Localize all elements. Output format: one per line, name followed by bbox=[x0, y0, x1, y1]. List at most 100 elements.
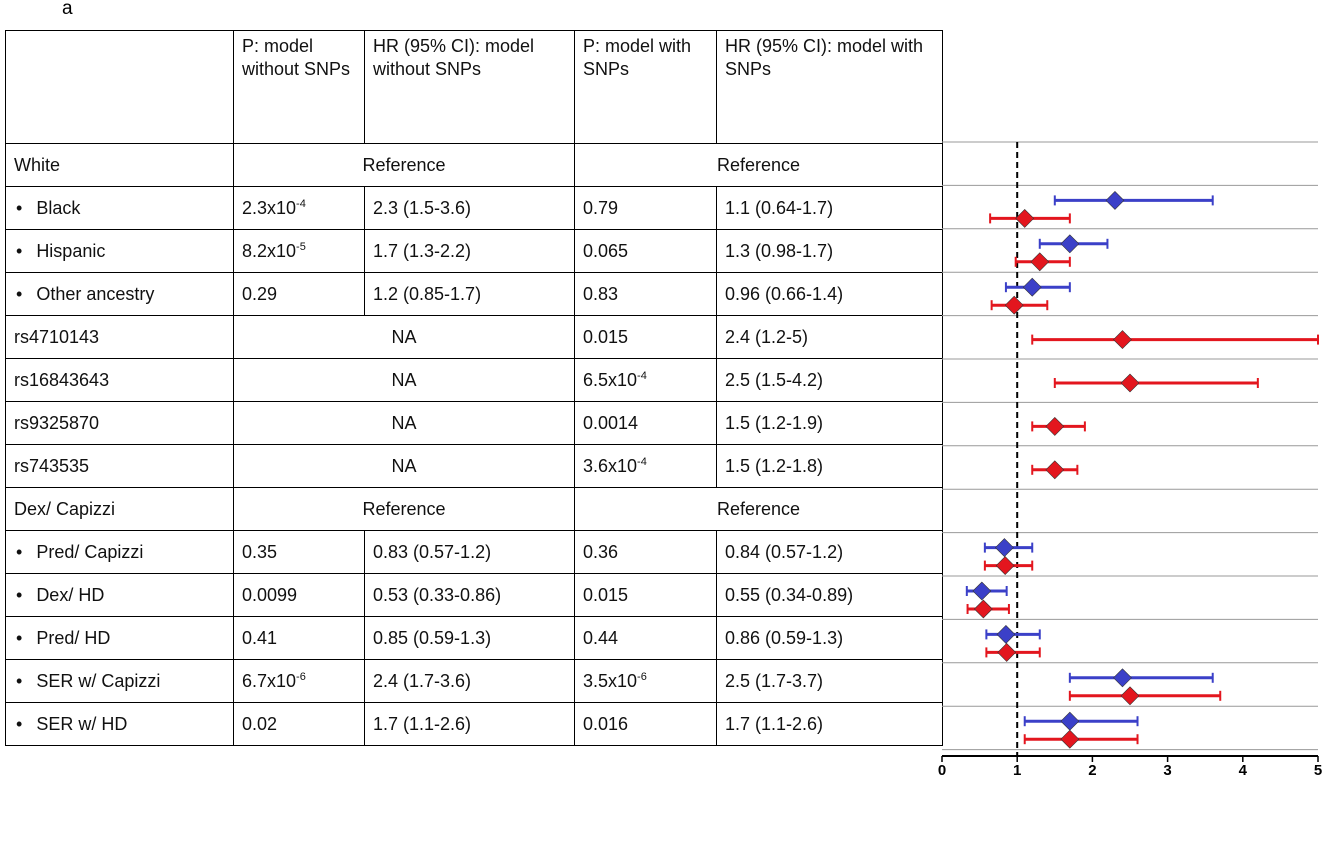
x-tick-label: 3 bbox=[1163, 762, 1171, 779]
table-cell: 1.7 (1.1-2.6) bbox=[716, 702, 943, 746]
point-estimate bbox=[1060, 234, 1080, 254]
point-estimate bbox=[1045, 460, 1065, 480]
table-cell: 2.3 (1.5-3.6) bbox=[364, 186, 575, 230]
table-cell: 1.1 (0.64-1.7) bbox=[716, 186, 943, 230]
superscript: -6 bbox=[637, 670, 647, 683]
point-estimate bbox=[1060, 729, 1080, 749]
cell-text: 2.3x10 bbox=[242, 197, 297, 218]
row-label: rs16843643 bbox=[5, 358, 234, 402]
point-estimate bbox=[994, 538, 1014, 558]
row-label: White bbox=[5, 143, 234, 187]
x-tick-label: 0 bbox=[938, 762, 946, 779]
row-label: Dex/ HD bbox=[5, 573, 234, 617]
point-estimate bbox=[1120, 373, 1140, 393]
x-tick-label: 2 bbox=[1088, 762, 1096, 779]
table-cell: 2.4 (1.2-5) bbox=[716, 315, 943, 359]
table-cell: 6.7x10-6 bbox=[233, 659, 365, 703]
table-cell: 3.6x10-4 bbox=[574, 444, 717, 488]
point-estimate bbox=[1015, 208, 1035, 228]
table-cell: 0.016 bbox=[574, 702, 717, 746]
table-cell: Reference bbox=[233, 143, 575, 187]
table-row: Dex/ Capizzi Reference Reference bbox=[5, 487, 943, 531]
row-label: SER w/ Capizzi bbox=[5, 659, 234, 703]
point-estimate bbox=[972, 581, 992, 601]
cell-text: 6.5x10 bbox=[583, 369, 638, 390]
cell-text: 3.5x10 bbox=[583, 670, 638, 691]
table-cell: 1.5 (1.2-1.9) bbox=[716, 401, 943, 445]
cell-text: 3.6x10 bbox=[583, 455, 638, 476]
point-estimate bbox=[1045, 416, 1065, 436]
table-cell: 2.5 (1.7-3.7) bbox=[716, 659, 943, 703]
x-tick-label: 5 bbox=[1314, 762, 1322, 779]
table-cell: 0.53 (0.33-0.86) bbox=[364, 573, 575, 617]
table-cell: NA bbox=[233, 315, 575, 359]
table-cell: 0.83 (0.57-1.2) bbox=[364, 530, 575, 574]
row-label: Black bbox=[5, 186, 234, 230]
panel-label: a bbox=[62, 0, 73, 19]
table-cell: 0.96 (0.66-1.4) bbox=[716, 272, 943, 316]
table-cell: 2.5 (1.5-4.2) bbox=[716, 358, 943, 402]
table-cell: 0.29 bbox=[233, 272, 365, 316]
point-estimate bbox=[1060, 711, 1080, 731]
point-estimate bbox=[1105, 190, 1125, 210]
row-label: Hispanic bbox=[5, 229, 234, 273]
header-cell: HR (95% CI): model with SNPs bbox=[716, 30, 943, 144]
header-cell: HR (95% CI): model without SNPs bbox=[364, 30, 575, 144]
point-estimate bbox=[1022, 277, 1042, 297]
table-cell: 0.02 bbox=[233, 702, 365, 746]
table-cell: 0.35 bbox=[233, 530, 365, 574]
table-row: White Reference Reference bbox=[5, 143, 943, 187]
header-cell: P: model with SNPs bbox=[574, 30, 717, 144]
table-cell: Reference bbox=[233, 487, 575, 531]
x-tick-label: 4 bbox=[1239, 762, 1248, 779]
superscript: -6 bbox=[296, 670, 306, 683]
point-estimate bbox=[1120, 686, 1140, 706]
header-row: P: model without SNPs HR (95% CI): model … bbox=[5, 30, 943, 144]
table-cell: Reference bbox=[574, 487, 943, 531]
row-label: Other ancestry bbox=[5, 272, 234, 316]
table-cell: 0.015 bbox=[574, 573, 717, 617]
point-estimate bbox=[1113, 330, 1132, 350]
table-cell: Reference bbox=[574, 143, 943, 187]
point-estimate bbox=[973, 599, 993, 619]
point-estimate bbox=[1113, 668, 1132, 688]
table-row: rs16843643 NA 6.5x10-4 2.5 (1.5-4.2) bbox=[5, 358, 943, 402]
table-cell: 3.5x10-6 bbox=[574, 659, 717, 703]
table-cell: NA bbox=[233, 401, 575, 445]
row-label: rs4710143 bbox=[5, 315, 234, 359]
table-cell: NA bbox=[233, 358, 575, 402]
point-estimate bbox=[997, 642, 1017, 662]
table-cell: 6.5x10-4 bbox=[574, 358, 717, 402]
table-row: rs743535 NA 3.6x10-4 1.5 (1.2-1.8) bbox=[5, 444, 943, 488]
superscript: -5 bbox=[296, 240, 306, 253]
point-estimate bbox=[1030, 252, 1050, 272]
superscript: -4 bbox=[637, 369, 647, 382]
table-cell: 8.2x10-5 bbox=[233, 229, 365, 273]
superscript: -4 bbox=[296, 197, 306, 210]
table-cell: 0.015 bbox=[574, 315, 717, 359]
table-cell: 0.85 (0.59-1.3) bbox=[364, 616, 575, 660]
x-tick-label: 1 bbox=[1013, 762, 1021, 779]
results-table: P: model without SNPs HR (95% CI): model … bbox=[5, 30, 943, 746]
point-estimate bbox=[1004, 295, 1024, 315]
row-label: Pred/ Capizzi bbox=[5, 530, 234, 574]
blank-cell bbox=[5, 30, 234, 144]
superscript: -4 bbox=[637, 455, 647, 468]
row-label: rs9325870 bbox=[5, 401, 234, 445]
row-label: Dex/ Capizzi bbox=[5, 487, 234, 531]
point-estimate bbox=[996, 624, 1016, 644]
row-label: SER w/ HD bbox=[5, 702, 234, 746]
table-cell: 1.7 (1.3-2.2) bbox=[364, 229, 575, 273]
table-cell: 1.5 (1.2-1.8) bbox=[716, 444, 943, 488]
table-row: rs4710143 NA 0.015 2.4 (1.2-5) bbox=[5, 315, 943, 359]
cell-text: 8.2x10 bbox=[242, 240, 297, 261]
table-row: rs9325870 NA 0.0014 1.5 (1.2-1.9) bbox=[5, 401, 943, 445]
